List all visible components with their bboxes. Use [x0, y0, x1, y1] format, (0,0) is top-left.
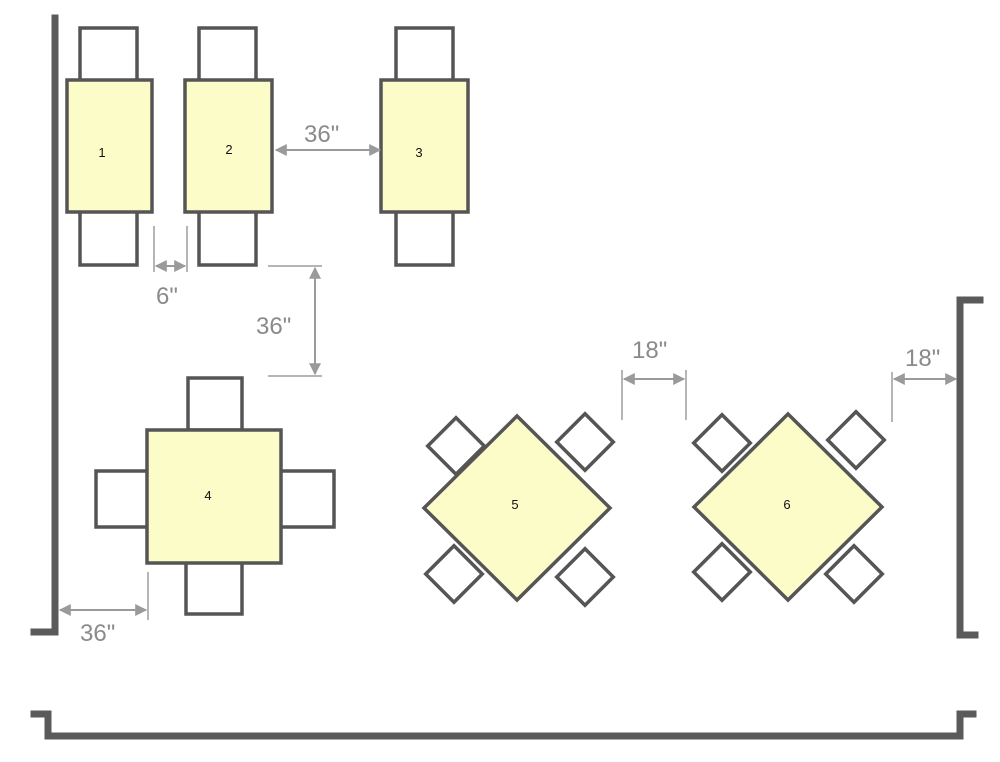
table-2-chair-bottom: [197, 208, 258, 267]
table-6-chair-bottom-left: [691, 541, 753, 603]
dimension-label: 36": [80, 620, 115, 647]
table-3-group: 3: [379, 26, 470, 267]
table-3-chair-top: [394, 26, 455, 85]
table-5-chair-bottom-right: [554, 546, 616, 608]
table-4-chair-right: [278, 469, 336, 529]
table-3-chair-bottom: [394, 208, 455, 267]
dimension-table2-table3: 36": [274, 121, 382, 156]
table-3: [379, 78, 470, 214]
table-6-chair-top-right: [825, 409, 887, 471]
dimension-label: 36": [304, 121, 339, 148]
table-2-group: 2: [183, 26, 274, 267]
left-wall: [30, 14, 59, 636]
right-wall: [956, 296, 984, 639]
table-4-number: 4: [204, 488, 211, 503]
dimension-wall-table4: 36": [58, 572, 149, 647]
walls: [30, 14, 984, 740]
dimension-label: 36": [256, 313, 291, 340]
bottom-wall: [30, 710, 977, 740]
table-1-chair-top: [78, 26, 139, 85]
table-1: [65, 78, 154, 214]
table-4-chair-left: [94, 469, 152, 529]
table-4: [145, 428, 283, 565]
table-2-chair-top: [197, 26, 258, 85]
dimension-label: 18": [632, 337, 667, 364]
table-5: [421, 413, 613, 603]
dimension-label: 6": [156, 283, 178, 310]
table-6-number: 6: [783, 497, 790, 512]
dimension-label: 18": [905, 345, 940, 372]
table-6: [691, 411, 885, 603]
table-1-chair-bottom: [78, 208, 139, 267]
table-1-number: 1: [98, 145, 105, 160]
dimension-table1-table2: 6": [153, 226, 188, 310]
table-6-chair-top-left: [691, 412, 753, 474]
table-1-group: 1: [65, 26, 154, 267]
table-5-chair-top-right: [554, 411, 616, 473]
table-5-chair-bottom-left: [423, 543, 485, 605]
table-2: [183, 78, 274, 214]
table-4-group: 4: [94, 376, 336, 616]
table-6-chair-bottom-right: [823, 543, 885, 605]
table-4-chair-top: [186, 376, 244, 432]
table-3-number: 3: [415, 145, 422, 160]
dimension-table5-table6: 18": [621, 337, 687, 420]
table-5-group: 5: [421, 411, 616, 608]
table-5-number: 5: [511, 497, 518, 512]
table-6-group: 6: [691, 409, 887, 605]
table-4-chair-bottom: [184, 560, 244, 616]
table-2-number: 2: [225, 142, 232, 157]
dimension-table2-table4: 36": [256, 265, 322, 377]
dimension-table6-wall: 18": [891, 345, 958, 422]
